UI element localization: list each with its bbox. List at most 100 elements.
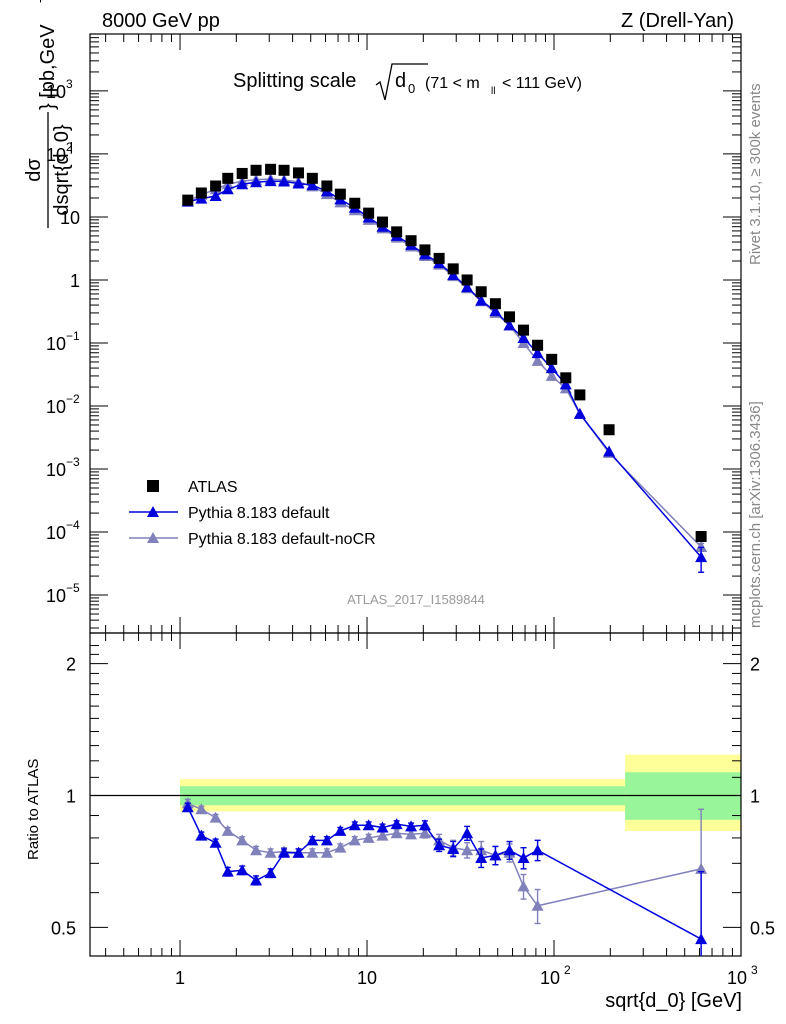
ratio-y-tick-label: 2 — [66, 655, 76, 675]
rivet-version-label: Rivet 3.1.10, ≥ 300k events — [747, 83, 764, 265]
main-atlas-point — [363, 207, 375, 219]
ratio-y-tick-label-right: 2 — [750, 655, 760, 675]
x-axis-label: sqrt{d_0} [GeV] — [605, 990, 742, 1012]
ratio-y-axis-label: Ratio to ATLAS — [25, 759, 42, 860]
ratio-pythia-point — [362, 819, 375, 831]
main-atlas-point — [489, 298, 501, 310]
y-tick-label-exponent: 2 — [66, 140, 73, 154]
ratio-pythia-point — [475, 851, 488, 863]
sqrt-symbol — [375, 63, 428, 101]
legend-pythia-nocr-label: Pythia 8.183 default-noCR — [188, 531, 376, 548]
main-pythia-point — [603, 445, 616, 457]
main-atlas-point — [349, 197, 361, 209]
main-atlas-point — [695, 530, 707, 542]
title-symbol: d — [395, 70, 406, 92]
main-pythia-line — [187, 180, 702, 558]
x-tick-label-exponent: 2 — [564, 963, 571, 977]
main-pythia-point — [292, 177, 305, 189]
ylabel-unit: } [pb,GeV — [37, 24, 59, 110]
process-label: Z (Drell-Yan) — [621, 10, 734, 32]
x-tick-label: 1 — [175, 968, 185, 988]
ratio-panel: 1 10 10 2 10 3 0.5 0.5 1 1 2 2 — [51, 632, 775, 988]
main-title: Splitting scale d 0 (71 < m ll < 111 GeV… — [233, 63, 582, 101]
main-atlas-point — [182, 194, 194, 206]
y-tick-label: 10 — [60, 208, 80, 228]
main-atlas-point — [603, 424, 615, 436]
main-pythia-point — [475, 294, 488, 306]
main-pythia-point — [264, 175, 277, 187]
analysis-watermark: ATLAS_2017_I1589844 — [347, 592, 485, 607]
ratio-pythia-nocr-point — [405, 828, 418, 840]
title-symbol-subscript: 0 — [408, 81, 415, 96]
main-pythia-point — [545, 362, 558, 374]
legend: ATLAS Pythia 8.183 default Pythia 8.183 … — [129, 479, 376, 548]
ratio-pythia-point — [320, 834, 333, 846]
main-atlas-point — [419, 244, 431, 256]
main-atlas-point — [532, 339, 544, 351]
ratio-pythia-point — [418, 819, 431, 831]
ratio-pythia-nocr-point — [390, 827, 403, 839]
ratio-pythia-point — [433, 839, 446, 851]
ratio-pythia-nocr-point — [348, 834, 361, 846]
ratio-pythia-point — [250, 874, 263, 886]
ratio-pythia-nocr-point — [209, 811, 222, 823]
ratio-pythia-point — [489, 849, 502, 861]
main-y-axis-label: dσ dsqrt{d_0} } [pb,GeV -1 ] — [23, 0, 73, 228]
ratio-pythia-point — [334, 824, 347, 836]
ratio-pythia-nocr-line — [187, 802, 702, 907]
ratio-pythia-point — [209, 836, 222, 848]
main-pythia-nocr-point — [545, 369, 558, 381]
main-atlas-point — [503, 311, 515, 323]
ylabel-denominator: dsqrt{d_0} — [51, 124, 73, 216]
ratio-pythia-line — [187, 806, 702, 940]
main-pythia-point — [236, 178, 249, 190]
title-main: Splitting scale — [233, 70, 356, 92]
main-pythia-point — [209, 189, 222, 201]
main-pythia-point — [221, 183, 234, 195]
ratio-pythia-point — [278, 846, 291, 858]
ratio-pythia-nocr-point — [306, 846, 319, 858]
main-pythia-point — [250, 176, 263, 188]
ratio-y-tick-label: 1 — [66, 786, 76, 806]
legend-pythia-nocr-marker — [147, 532, 159, 543]
y-tick-label: 10 — [46, 586, 66, 606]
main-pythia-point — [503, 319, 516, 331]
ratio-pythia-point — [306, 834, 319, 846]
main-atlas-point — [321, 180, 333, 192]
mcplots-reference-label: mcplots.cern.ch [arXiv:1306.3436] — [747, 401, 764, 628]
main-atlas-point — [546, 353, 558, 365]
main-atlas-point — [574, 389, 586, 401]
main-atlas-point — [433, 252, 445, 264]
title-range-subscript: ll — [491, 86, 495, 97]
ratio-pythia-nocr-point — [418, 827, 431, 839]
ratio-pythia-point — [264, 867, 277, 879]
y-tick-label-exponent: −3 — [66, 455, 80, 469]
main-atlas-point — [210, 180, 222, 192]
y-tick-label-exponent: −1 — [66, 329, 80, 343]
ratio-pythia-nocr-point — [376, 829, 389, 841]
ratio-pythia-point — [503, 844, 516, 856]
title-range-end: < 111 GeV) — [502, 75, 582, 92]
ylabel-unit-superscript: -1 — [32, 0, 47, 3]
main-atlas-point — [405, 235, 417, 247]
main-pythia-point — [531, 347, 544, 359]
y-tick-label-exponent: −5 — [66, 581, 80, 595]
ratio-y-tick-label-right: 1 — [750, 786, 760, 806]
y-tick-label: 10 — [46, 460, 66, 480]
ratio-pythia-point — [461, 827, 474, 839]
ratio-pythia-nocr-point — [531, 899, 544, 911]
main-pythia-point — [695, 551, 708, 563]
ratio-pythia-point — [405, 820, 418, 832]
main-pythia-point — [447, 268, 460, 280]
ratio-pythia-nocr-point — [250, 844, 263, 856]
ratio-pythia-point — [181, 801, 194, 813]
x-tick-label: 10 — [540, 968, 560, 988]
ratio-pythia-nocr-point — [362, 831, 375, 843]
y-tick-label: 10 — [46, 145, 66, 165]
main-atlas-point — [447, 263, 459, 275]
legend-atlas-marker — [147, 480, 159, 492]
ratio-frame — [89, 632, 742, 957]
main-atlas-point — [236, 167, 248, 179]
